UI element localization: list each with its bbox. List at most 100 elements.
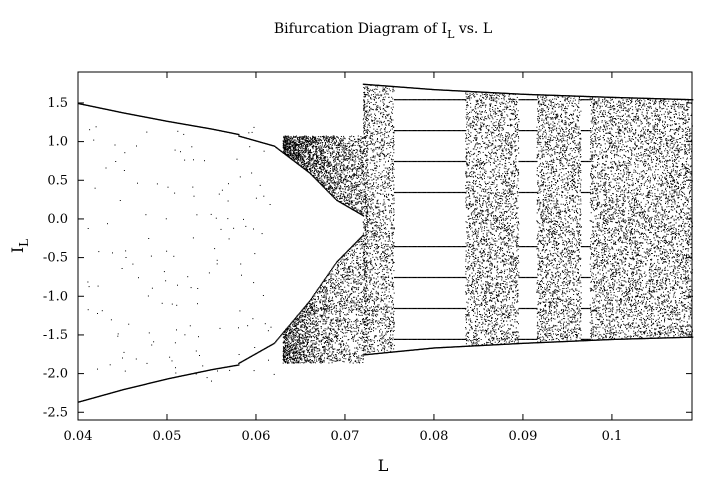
data-point xyxy=(319,172,321,174)
data-point xyxy=(113,391,116,393)
data-point xyxy=(331,267,334,269)
data-point xyxy=(640,338,642,340)
data-point xyxy=(265,143,268,145)
data-point xyxy=(348,138,350,139)
data-point xyxy=(150,117,152,119)
data-point xyxy=(166,120,168,122)
data-point xyxy=(454,90,456,92)
data-point xyxy=(95,106,97,108)
data-point xyxy=(286,144,288,146)
data-point xyxy=(242,136,244,138)
data-point xyxy=(399,86,401,88)
data-point xyxy=(307,156,309,158)
data-point xyxy=(637,97,639,99)
data-point xyxy=(401,350,403,352)
data-point xyxy=(264,143,267,145)
data-point xyxy=(599,96,601,98)
data-point xyxy=(352,309,354,311)
data-point xyxy=(356,211,359,213)
data-point xyxy=(486,91,488,93)
data-point xyxy=(291,329,293,331)
data-point xyxy=(329,156,331,158)
data-point xyxy=(290,151,292,153)
data-point xyxy=(444,89,446,91)
data-point xyxy=(324,280,326,282)
data-point xyxy=(288,350,290,352)
data-point xyxy=(522,342,525,344)
data-point xyxy=(338,325,340,327)
data-point xyxy=(286,344,288,346)
data-point xyxy=(126,113,128,115)
data-point xyxy=(365,136,367,138)
data-point xyxy=(348,203,350,205)
data-point xyxy=(342,258,344,260)
data-point xyxy=(230,365,232,367)
data-point xyxy=(682,98,685,101)
data-point xyxy=(272,145,274,147)
data-point xyxy=(648,97,650,100)
data-point xyxy=(331,185,332,187)
data-point xyxy=(243,359,245,362)
data-point xyxy=(305,169,308,172)
data-point xyxy=(631,338,633,340)
data-point xyxy=(362,279,364,280)
data-point xyxy=(331,194,333,195)
data-point xyxy=(361,298,363,300)
data-point xyxy=(225,366,227,368)
data-point xyxy=(427,347,430,350)
data-point xyxy=(362,157,364,159)
data-point xyxy=(346,158,348,159)
data-point xyxy=(611,338,613,341)
data-point xyxy=(307,170,309,172)
data-point xyxy=(322,314,324,316)
data-point xyxy=(347,197,349,199)
data-point xyxy=(281,333,283,335)
data-point xyxy=(320,155,322,157)
data-point xyxy=(147,383,149,385)
data-point xyxy=(339,313,341,315)
data-point xyxy=(359,239,361,241)
data-point xyxy=(324,285,326,287)
data-point xyxy=(353,356,355,357)
data-point xyxy=(314,174,316,176)
data-point xyxy=(342,274,343,276)
data-point xyxy=(464,90,466,92)
data-point xyxy=(298,164,300,166)
data-point xyxy=(490,344,492,346)
data-point xyxy=(318,171,320,173)
data-point xyxy=(511,93,513,95)
data-point xyxy=(356,276,358,278)
data-point xyxy=(340,259,342,261)
data-point xyxy=(109,392,111,394)
data-point xyxy=(312,354,314,355)
data-point xyxy=(492,92,494,94)
data-point xyxy=(550,341,552,343)
data-point xyxy=(603,96,605,98)
data-point xyxy=(547,341,549,343)
data-point xyxy=(110,109,112,111)
data-point xyxy=(331,143,333,145)
data-point xyxy=(303,353,305,355)
data-point xyxy=(133,386,135,388)
data-point xyxy=(290,137,291,139)
data-point xyxy=(361,157,363,159)
data-point xyxy=(669,98,671,100)
data-point xyxy=(170,121,172,123)
data-point xyxy=(343,259,345,261)
data-point xyxy=(331,283,333,285)
data-point xyxy=(357,209,359,211)
data-point xyxy=(300,326,302,328)
data-point xyxy=(304,357,306,358)
data-point xyxy=(295,344,297,346)
data-point xyxy=(389,351,391,353)
data-point xyxy=(341,158,343,160)
data-point xyxy=(362,214,364,216)
data-point xyxy=(289,324,291,326)
data-point xyxy=(302,343,304,345)
data-point xyxy=(347,271,349,273)
data-point xyxy=(359,315,361,316)
data-point xyxy=(209,369,212,371)
data-point xyxy=(653,98,655,100)
data-point xyxy=(498,92,500,94)
data-point xyxy=(304,306,306,308)
